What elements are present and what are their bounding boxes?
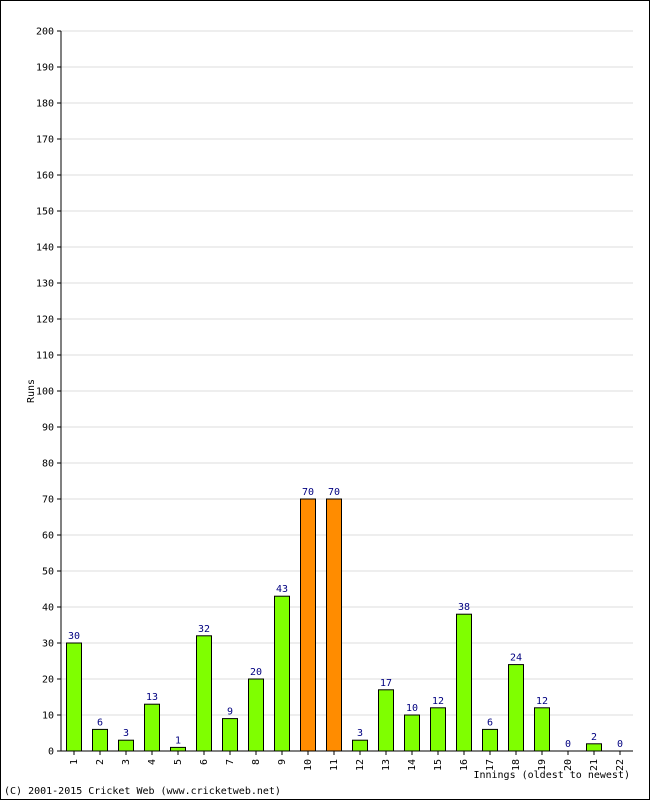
bar-innings-13 — [378, 689, 394, 752]
bar-innings-9 — [274, 595, 290, 752]
x-tick-label: 5 — [173, 759, 184, 765]
x-tick-label: 7 — [225, 759, 236, 765]
bar-value-label: 9 — [227, 707, 233, 718]
x-tick-label: 13 — [381, 759, 392, 771]
x-tick-label: 6 — [199, 759, 210, 765]
y-tick-label: 20 — [42, 675, 54, 686]
bar-innings-18 — [508, 664, 524, 752]
y-tick-label: 120 — [36, 315, 54, 326]
bar-value-label: 12 — [536, 696, 548, 707]
y-tick-label: 30 — [42, 639, 54, 650]
y-tick-label: 50 — [42, 567, 54, 578]
y-tick-label: 10 — [42, 711, 54, 722]
bar-innings-5 — [170, 746, 186, 752]
y-tick-label: 140 — [36, 243, 54, 254]
y-tick-label: 110 — [36, 351, 54, 362]
x-tick-label: 11 — [329, 759, 340, 771]
bar-innings-12 — [352, 739, 368, 752]
bar-value-label: 17 — [380, 678, 392, 689]
bar-value-label: 43 — [276, 584, 288, 595]
y-tick-label: 160 — [36, 171, 54, 182]
bar-value-label: 10 — [406, 703, 418, 714]
x-tick-label: 15 — [433, 759, 444, 771]
y-tick-label: 170 — [36, 135, 54, 146]
y-tick-label: 100 — [36, 387, 54, 398]
x-tick-label: 1 — [69, 759, 80, 765]
bar-value-label: 20 — [250, 667, 262, 678]
x-tick-label: 2 — [95, 759, 106, 765]
bar-innings-16 — [456, 613, 472, 752]
bar-innings-4 — [144, 703, 160, 752]
bar-value-label: 38 — [458, 602, 470, 613]
bar-value-label: 0 — [617, 739, 623, 750]
bar-value-label: 32 — [198, 624, 210, 635]
bar-innings-8 — [248, 678, 264, 752]
y-tick-label: 150 — [36, 207, 54, 218]
bar-value-label: 30 — [68, 631, 80, 642]
x-tick-label: 16 — [459, 759, 470, 771]
y-tick-label: 70 — [42, 495, 54, 506]
bar-innings-7 — [222, 718, 238, 752]
bar-innings-1 — [66, 642, 82, 752]
bar-innings-2 — [92, 728, 108, 752]
y-tick-label: 0 — [48, 747, 54, 758]
x-axis-title: Innings (oldest to newest) — [473, 770, 630, 781]
y-tick-label: 40 — [42, 603, 54, 614]
y-tick-label: 80 — [42, 459, 54, 470]
bar-innings-14 — [404, 714, 420, 752]
bar-innings-6 — [196, 635, 212, 752]
bar-innings-11 — [326, 498, 342, 752]
x-tick-label: 12 — [355, 759, 366, 771]
x-tick-label: 18 — [511, 759, 522, 771]
bar-innings-21 — [586, 743, 602, 752]
bar-value-label: 70 — [302, 487, 314, 498]
y-tick-label: 190 — [36, 63, 54, 74]
copyright-footer: (C) 2001-2015 Cricket Web (www.cricketwe… — [4, 786, 281, 797]
x-tick-label: 9 — [277, 759, 288, 765]
x-tick-label: 22 — [615, 759, 626, 771]
x-tick-label: 20 — [563, 759, 574, 771]
bar-innings-19 — [534, 707, 550, 752]
y-tick-label: 200 — [36, 27, 54, 38]
bar-value-label: 1 — [175, 735, 181, 746]
bar-value-label: 70 — [328, 487, 340, 498]
x-tick-label: 17 — [485, 759, 496, 771]
bar-value-label: 3 — [123, 728, 129, 739]
y-tick-label: 130 — [36, 279, 54, 290]
y-tick-label: 90 — [42, 423, 54, 434]
y-tick-label: 180 — [36, 99, 54, 110]
bar-value-label: 2 — [591, 732, 597, 743]
x-tick-label: 3 — [121, 759, 132, 765]
bar-value-label: 12 — [432, 696, 444, 707]
bar-innings-17 — [482, 728, 498, 752]
x-tick-label: 21 — [589, 759, 600, 771]
x-tick-label: 19 — [537, 759, 548, 771]
bar-value-label: 24 — [510, 653, 522, 664]
y-axis-title: Runs — [26, 379, 37, 403]
bar-value-label: 3 — [357, 728, 363, 739]
bar-value-label: 6 — [97, 717, 103, 728]
x-tick-label: 10 — [303, 759, 314, 771]
bar-value-label: 13 — [146, 692, 158, 703]
bar-innings-3 — [118, 739, 134, 752]
bar-value-label: 0 — [565, 739, 571, 750]
bar-value-label: 6 — [487, 717, 493, 728]
x-tick-label: 14 — [407, 759, 418, 771]
y-tick-label: 60 — [42, 531, 54, 542]
x-tick-label: 8 — [251, 759, 262, 765]
bar-innings-15 — [430, 707, 446, 752]
x-tick-label: 4 — [147, 759, 158, 765]
bar-innings-10 — [300, 498, 316, 752]
